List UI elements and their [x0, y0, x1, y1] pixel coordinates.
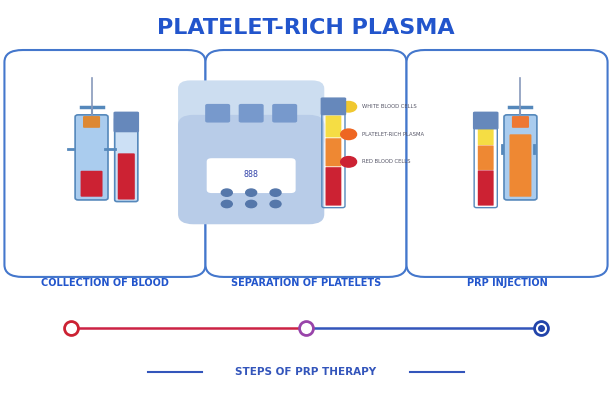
FancyBboxPatch shape — [326, 138, 341, 166]
Text: WHITE BLOOD CELLS: WHITE BLOOD CELLS — [362, 104, 417, 109]
Text: PLATELET-RICH PLASMA: PLATELET-RICH PLASMA — [362, 132, 424, 137]
FancyBboxPatch shape — [113, 112, 139, 132]
FancyBboxPatch shape — [205, 104, 230, 122]
FancyBboxPatch shape — [206, 50, 406, 277]
Text: STEPS OF PRP THERAPY: STEPS OF PRP THERAPY — [236, 367, 376, 377]
Text: PLATELET-RICH PLASMA: PLATELET-RICH PLASMA — [157, 18, 455, 38]
Text: PRP INJECTION: PRP INJECTION — [467, 278, 547, 288]
FancyBboxPatch shape — [478, 145, 494, 170]
Circle shape — [222, 189, 233, 196]
FancyBboxPatch shape — [178, 115, 324, 224]
FancyBboxPatch shape — [326, 167, 341, 206]
Text: 888: 888 — [244, 170, 259, 179]
Circle shape — [245, 189, 256, 196]
FancyBboxPatch shape — [473, 112, 499, 129]
Circle shape — [245, 200, 256, 208]
Circle shape — [270, 200, 281, 208]
Text: SEPARATION OF PLATELETS: SEPARATION OF PLATELETS — [231, 278, 381, 288]
FancyBboxPatch shape — [406, 50, 608, 277]
FancyBboxPatch shape — [207, 158, 296, 193]
FancyBboxPatch shape — [4, 50, 206, 277]
FancyBboxPatch shape — [509, 134, 531, 197]
FancyBboxPatch shape — [272, 104, 297, 122]
FancyBboxPatch shape — [512, 116, 529, 128]
Text: COLLECTION OF BLOOD: COLLECTION OF BLOOD — [41, 278, 169, 288]
FancyBboxPatch shape — [118, 153, 135, 200]
Circle shape — [341, 157, 357, 167]
Circle shape — [222, 200, 233, 208]
FancyBboxPatch shape — [83, 116, 100, 128]
FancyBboxPatch shape — [478, 171, 494, 206]
Circle shape — [270, 189, 281, 196]
FancyBboxPatch shape — [114, 117, 138, 202]
FancyBboxPatch shape — [239, 104, 264, 122]
FancyBboxPatch shape — [478, 128, 494, 145]
FancyBboxPatch shape — [178, 80, 324, 149]
Text: RED BLOOD CELLS: RED BLOOD CELLS — [362, 160, 411, 164]
Circle shape — [341, 102, 357, 112]
Circle shape — [341, 129, 357, 140]
FancyBboxPatch shape — [326, 115, 341, 137]
FancyBboxPatch shape — [504, 115, 537, 200]
FancyBboxPatch shape — [75, 115, 108, 200]
FancyBboxPatch shape — [81, 171, 103, 197]
FancyBboxPatch shape — [321, 98, 346, 115]
